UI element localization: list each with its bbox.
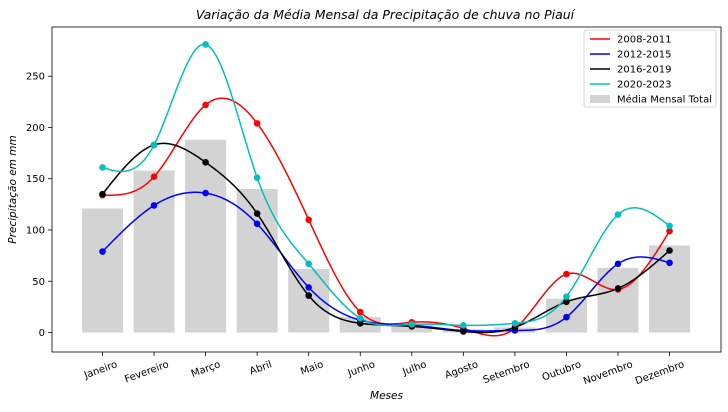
x-tick-label-3: Abril [248,359,273,377]
series-0-point-9 [563,270,570,278]
series-0-point-1 [150,173,158,180]
series-3-point-2 [202,41,209,48]
plot-frame [51,26,722,353]
legend-bar-swatch [590,95,610,103]
series-1-point-10 [614,260,622,268]
series-1-point-9 [563,313,570,321]
y-axis-label: Precipitação em mm [7,135,19,243]
series-3-point-5 [356,314,364,322]
x-tick-label-10: Novembro [582,359,634,387]
y-tick-label-250: 250 [26,72,45,83]
series-1-point-1 [150,202,158,209]
series-1-point-11 [666,259,673,267]
series-line-1 [101,191,670,332]
legend-label-3: 2020-2023 [617,80,672,91]
series-2-point-7 [460,328,467,335]
series-3-point-7 [460,322,467,329]
series-3-point-10 [614,211,622,218]
x-tick-label-2: Março [190,359,222,380]
x-tick-label-11: Dezembro [634,359,686,387]
series-2-point-0 [99,190,106,198]
lines-layer [101,43,671,337]
legend-label-1: 2012-2015 [617,50,672,61]
series-3-point-0 [99,164,106,171]
series-1-point-3 [253,220,261,228]
bar-março [185,139,227,333]
y-tick-label-50: 50 [32,277,45,288]
series-2-point-9 [563,298,570,306]
bar-novembro [597,267,639,333]
y-tick-label-100: 100 [26,225,45,236]
y-tick-label-0: 0 [39,328,45,339]
x-tick-label-0: Janeiro [82,359,119,381]
series-3-point-3 [253,174,261,182]
legend-label-bars: Média Mensal Total [617,94,712,106]
series-2-point-2 [202,159,209,166]
series-1-point-0 [99,248,106,255]
series-1-point-2 [202,189,209,197]
series-0-point-3 [253,120,261,127]
series-2-point-11 [666,247,673,254]
series-2-point-10 [614,285,622,292]
series-3-point-8 [511,319,519,327]
y-tick-label-200: 200 [26,123,45,134]
x-tick-label-6: Julho [400,359,428,378]
x-axis-label: Meses [370,390,403,402]
y-axis: 0 50 100 150 200 250 [26,72,52,339]
series-1-point-4 [305,284,313,291]
points-layer [99,41,673,335]
legend-label-2: 2016-2019 [617,65,672,76]
bar-fevereiro [133,170,175,333]
x-tick-label-4: Maio [299,359,325,377]
x-tick-label-5: Junho [346,359,377,379]
legend-label-0: 2008-2011 [617,35,672,46]
chart-title: Variação da Média Mensal da Precipitação… [196,7,576,22]
x-tick-label-1: Fevereiro [123,359,170,385]
series-0-point-2 [202,101,209,109]
series-2-point-5 [356,319,364,327]
series-line-3 [102,43,671,327]
x-axis: Janeiro Fevereiro Março Abril Maio Junho Julho… [82,352,686,387]
series-3-point-6 [408,321,416,328]
bars-layer [82,139,691,333]
y-tick-label-150: 150 [26,174,45,185]
series-0-point-11 [666,227,673,235]
series-2-point-4 [305,292,313,299]
series-3-point-9 [563,293,570,300]
series-3-point-1 [150,141,158,149]
legend-box [583,29,717,108]
series-3-point-11 [666,222,673,230]
series-3-point-4 [305,260,313,268]
legend: 2008-2011 2012-2015 2016-2019 2020-2023 Médi… [583,29,717,108]
bar-janeiro [82,208,123,333]
x-tick-label-8: Setembro [482,359,531,386]
series-0-point-5 [356,308,364,316]
series-2-point-3 [253,210,261,217]
x-tick-label-7: Agosto [444,359,480,381]
series-0-point-4 [305,216,313,224]
x-tick-label-9: Outubro [541,359,583,383]
